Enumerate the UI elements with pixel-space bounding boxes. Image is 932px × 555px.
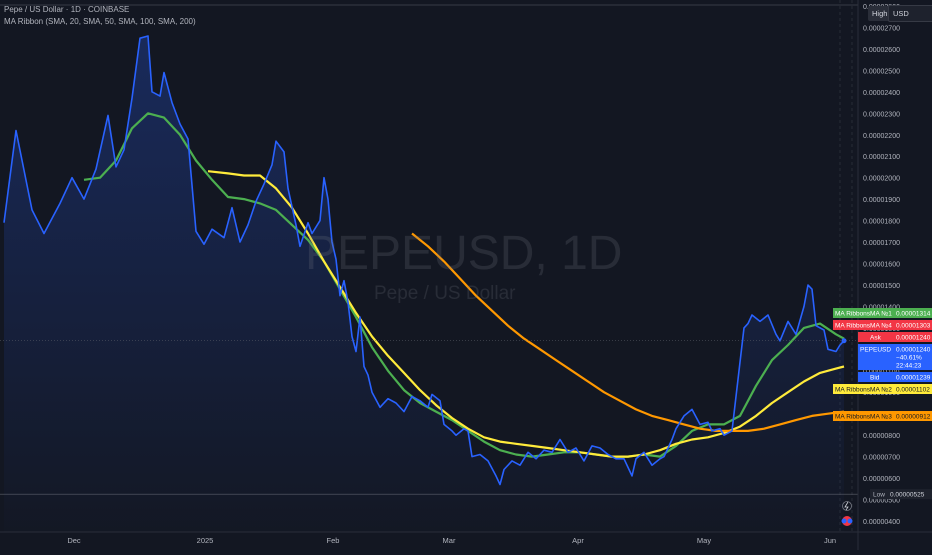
y-tick-label: 0.00001500 xyxy=(863,283,900,290)
x-tick-label: Dec xyxy=(67,536,81,545)
price-tag-label: MA RibbonsMA №2 xyxy=(835,387,892,394)
price-tag-value: 0.00001314 xyxy=(896,311,931,318)
y-tick-label: 0.00001400 xyxy=(863,304,900,311)
y-tick-label: 0.00001600 xyxy=(863,262,900,269)
price-tag[interactable]: Bid 0.00001239 xyxy=(858,372,932,382)
price-tag-extra: 22:44:23 xyxy=(896,363,922,370)
price-tag[interactable]: MA RibbonsMA №1 0.00001314 xyxy=(833,308,932,318)
ma-line-2[interactable] xyxy=(207,170,845,458)
y-tick-label: 0.00001700 xyxy=(863,240,900,247)
price-line[interactable] xyxy=(3,35,845,486)
name-watermark: Pepe / US Dollar xyxy=(374,283,516,304)
x-tick-label: Jun xyxy=(824,536,836,545)
y-tick-label: 0.00002000 xyxy=(863,176,900,183)
x-tick-label: 2025 xyxy=(197,536,214,545)
x-tick-label: Mar xyxy=(443,536,456,545)
price-tag[interactable]: MA RibbonsMA №2 0.00001102 xyxy=(833,384,932,394)
price-tag-label: PEPEUSD xyxy=(860,347,891,354)
y-tick-label: 0.00002600 xyxy=(863,47,900,54)
price-tag-value: 0.00001240 xyxy=(896,347,931,354)
price-tag-label: MA RibbonsMA №1 xyxy=(835,311,892,318)
currency-button[interactable]: USD xyxy=(888,5,932,22)
y-tick-label: 0.00002500 xyxy=(863,68,900,75)
low-price-tag: Low 0.00000525 xyxy=(870,489,932,500)
chart-legend: Pepe / US Dollar · 1D · COINBASE MA Ribb… xyxy=(4,4,196,28)
ma-line-3[interactable] xyxy=(411,232,845,432)
y-tick-label: 0.00000400 xyxy=(863,519,900,526)
earnings-icon xyxy=(842,516,852,526)
y-tick-label: 0.00000500 xyxy=(863,498,900,505)
flash-icon xyxy=(842,501,852,511)
y-tick-label: 0.00000600 xyxy=(863,476,900,483)
price-tag-bg xyxy=(833,308,932,318)
price-tag-bg xyxy=(858,372,932,382)
symbol-watermark: PEPEUSD, 1D xyxy=(305,227,623,280)
x-tick-label: Feb xyxy=(327,536,340,545)
price-tag-value: 0.00000912 xyxy=(896,414,931,421)
price-tag-label: MA RibbonsMA №3 xyxy=(835,414,892,421)
indicator-title[interactable]: MA Ribbon (SMA, 20, SMA, 50, SMA, 100, S… xyxy=(4,17,196,26)
y-tick-label: 0.00001900 xyxy=(863,197,900,204)
price-tag-value: 0.00001303 xyxy=(896,323,931,330)
price-area-fill xyxy=(4,36,844,532)
symbol-title[interactable]: Pepe / US Dollar · 1D · COINBASE xyxy=(4,5,130,14)
low-value: 0.00000525 xyxy=(890,492,925,499)
x-tick-label: May xyxy=(697,536,711,545)
price-tag-value: 0.00001239 xyxy=(896,375,931,382)
y-tick-label: 0.00002100 xyxy=(863,154,900,161)
price-tag-label: MA RibbonsMA №4 xyxy=(835,323,892,330)
price-tag-bg xyxy=(833,384,932,394)
price-tag-bg xyxy=(833,320,932,330)
price-tag-extra: −40.61% xyxy=(896,355,922,362)
price-tag-label: Bid xyxy=(870,375,880,382)
y-tick-label: 0.00001800 xyxy=(863,219,900,226)
y-tick-label: 0.00002700 xyxy=(863,26,900,33)
y-tick-label: 0.00002200 xyxy=(863,133,900,140)
price-tag-bg xyxy=(858,332,932,342)
price-tag-value: 0.00001240 xyxy=(896,335,931,342)
price-tag[interactable]: MA RibbonsMA №4 0.00001303 xyxy=(833,320,932,330)
x-tick-label: Apr xyxy=(572,536,584,545)
y-tick-label: 0.00000800 xyxy=(863,433,900,440)
price-tag[interactable]: PEPEUSD 0.00001240−40.61%22:44:23 xyxy=(858,344,932,370)
price-tag-value: 0.00001102 xyxy=(896,387,930,394)
y-tick-label: 0.00002300 xyxy=(863,111,900,118)
price-tag-bg xyxy=(833,411,932,421)
y-tick-label: 0.00002400 xyxy=(863,90,900,97)
high-button[interactable]: High xyxy=(868,6,892,21)
low-label: Low xyxy=(873,492,885,499)
price-tag[interactable]: Ask 0.00001240 xyxy=(858,332,932,342)
price-tag[interactable]: MA RibbonsMA №3 0.00000912 xyxy=(833,411,932,421)
price-tag-bg xyxy=(858,344,932,370)
event-icons[interactable] xyxy=(841,501,853,527)
price-tag-label: Ask xyxy=(870,335,882,342)
y-tick-label: 0.00000700 xyxy=(863,455,900,462)
